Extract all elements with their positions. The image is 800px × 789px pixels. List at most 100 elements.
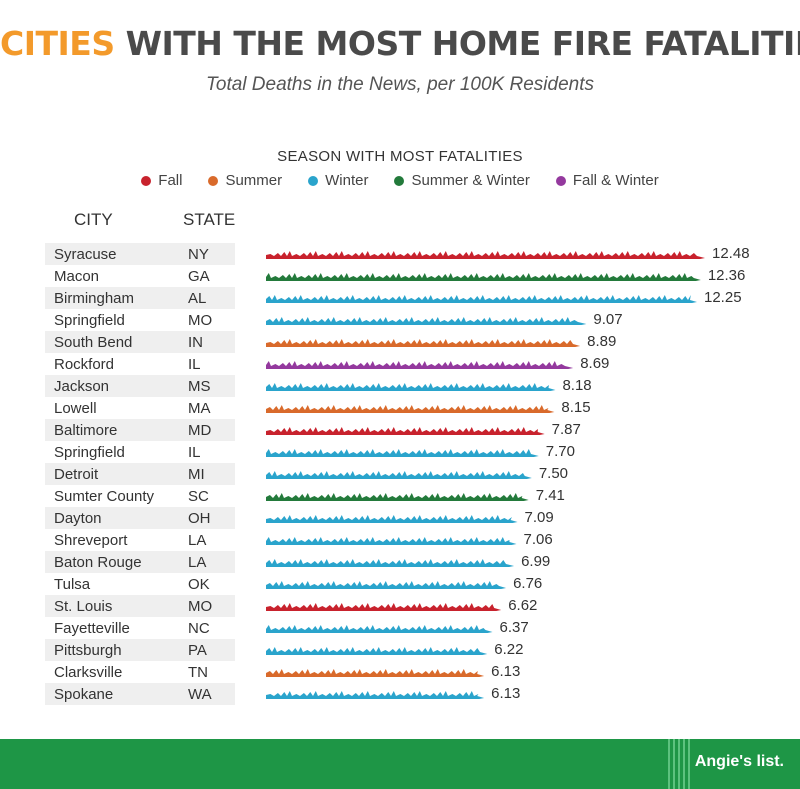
bar — [266, 493, 529, 501]
table-row: Fayetteville NC — [45, 617, 235, 639]
bar — [266, 361, 574, 369]
table-row: Syracuse NY — [45, 243, 235, 265]
legend-title: SEASON WITH MOST FATALITIES — [277, 148, 523, 165]
city-name: Detroit — [54, 465, 99, 483]
state-code: MI — [188, 465, 205, 483]
bar-value-label: 7.41 — [536, 487, 565, 504]
table-row: Tulsa OK — [45, 573, 235, 595]
city-name: Baltimore — [54, 421, 118, 439]
column-header-city: CITY — [74, 210, 113, 229]
bar — [266, 251, 705, 259]
state-code: MD — [188, 421, 212, 439]
bar — [266, 471, 532, 479]
bar — [266, 515, 518, 523]
legend-dot-icon — [394, 175, 405, 186]
table-row: Baton Rouge LA — [45, 551, 235, 573]
state-code: OK — [188, 575, 210, 593]
table-row: St. Louis MO — [45, 595, 235, 617]
bar-value-label: 7.09 — [525, 509, 554, 526]
bar-value-label: 8.69 — [580, 355, 609, 372]
city-name: Springfield — [54, 443, 125, 461]
bar — [266, 537, 517, 545]
state-code: LA — [188, 553, 207, 571]
column-header-state: STATE — [183, 210, 236, 229]
state-code: MA — [188, 399, 211, 417]
city-name: St. Louis — [54, 597, 113, 615]
legend-dot-icon — [308, 175, 319, 186]
bar — [266, 581, 507, 589]
table-row: Shreveport LA — [45, 529, 235, 551]
city-name: Lowell — [54, 399, 97, 417]
city-name: Tulsa — [54, 575, 91, 593]
title-rest: WITH THE MOST HOME FIRE FATALITIES — [114, 24, 800, 63]
state-code: NC — [188, 619, 210, 637]
table-row: Jackson MS — [45, 375, 235, 397]
bar-value-label: 7.70 — [546, 443, 575, 460]
bar — [266, 317, 587, 325]
bar — [266, 559, 515, 567]
bar-value-label: 6.13 — [491, 685, 520, 702]
bar-value-label: 6.62 — [508, 597, 537, 614]
footer: Angie's list. — [0, 739, 800, 789]
legend: Fall Summer Winter Summer & Winter Fall & Wi… — [0, 172, 800, 189]
city-name: Spokane — [54, 685, 114, 703]
legend-dot-icon — [555, 175, 566, 186]
bar-value-label: 9.07 — [593, 311, 622, 328]
bar — [266, 427, 545, 435]
bar-value-label: 8.89 — [587, 333, 616, 350]
bar-value-label: 12.36 — [708, 267, 746, 284]
bar-value-label: 6.76 — [513, 575, 542, 592]
bar — [266, 669, 485, 677]
state-code: WA — [188, 685, 212, 703]
bar-value-label: 12.48 — [712, 245, 750, 262]
bar-value-label: 6.13 — [491, 663, 520, 680]
bar — [266, 691, 485, 699]
city-table: Syracuse NY Macon GA Birmingham AL Springfield… — [45, 243, 235, 705]
footer-stripes — [668, 739, 690, 789]
legend-dot-icon — [208, 175, 219, 186]
bar — [266, 383, 556, 391]
bar-value-label: 8.18 — [562, 377, 591, 394]
city-name: South Bend — [54, 333, 133, 351]
state-code: NY — [188, 245, 209, 263]
state-code: MO — [188, 311, 213, 329]
page-subtitle: Total Deaths in the News, per 100K Resid… — [206, 74, 594, 95]
city-name: Syracuse — [54, 245, 117, 263]
table-row: Dayton OH — [45, 507, 235, 529]
table-row: Clarksville TN — [45, 661, 235, 683]
bar-value-label: 8.15 — [561, 399, 590, 416]
city-name: Fayetteville — [54, 619, 130, 637]
legend-label: Summer — [225, 172, 283, 189]
table-row: Rockford IL — [45, 353, 235, 375]
table-row: Pittsburgh PA — [45, 639, 235, 661]
page-title: CITIES WITH THE MOST HOME FIRE FATALITIE… — [0, 22, 800, 66]
table-row: Baltimore MD — [45, 419, 235, 441]
bar — [266, 405, 555, 413]
state-code: IL — [188, 443, 201, 461]
table-row: Detroit MI — [45, 463, 235, 485]
state-code: LA — [188, 531, 207, 549]
legend-label: Fall & Winter — [572, 172, 659, 189]
table-row: Lowell MA — [45, 397, 235, 419]
bar-chart: 12.48 12.36 12.25 9.07 8.89 8.69 8.18 8.15 7.87 7… — [266, 245, 750, 702]
state-code: TN — [188, 663, 208, 681]
city-name: Baton Rouge — [54, 553, 142, 571]
table-row: Sumter County SC — [45, 485, 235, 507]
legend-item: Winter — [308, 172, 368, 189]
table-row: Spokane WA — [45, 683, 235, 705]
city-name: Pittsburgh — [54, 641, 122, 659]
state-code: MO — [188, 597, 213, 615]
city-name: Macon — [54, 267, 100, 285]
city-name: Jackson — [54, 377, 110, 395]
table-row: Springfield MO — [45, 309, 235, 331]
legend-dot-icon — [141, 175, 152, 186]
state-code: IL — [188, 355, 201, 373]
city-name: Rockford — [54, 355, 115, 373]
bar-value-label: 6.37 — [500, 619, 529, 636]
bar-value-label: 6.22 — [494, 641, 523, 658]
table-row: Birmingham AL — [45, 287, 235, 309]
city-name: Clarksville — [54, 663, 123, 681]
city-name: Shreveport — [54, 531, 128, 549]
bar-value-label: 7.87 — [552, 421, 581, 438]
bar — [266, 603, 502, 611]
